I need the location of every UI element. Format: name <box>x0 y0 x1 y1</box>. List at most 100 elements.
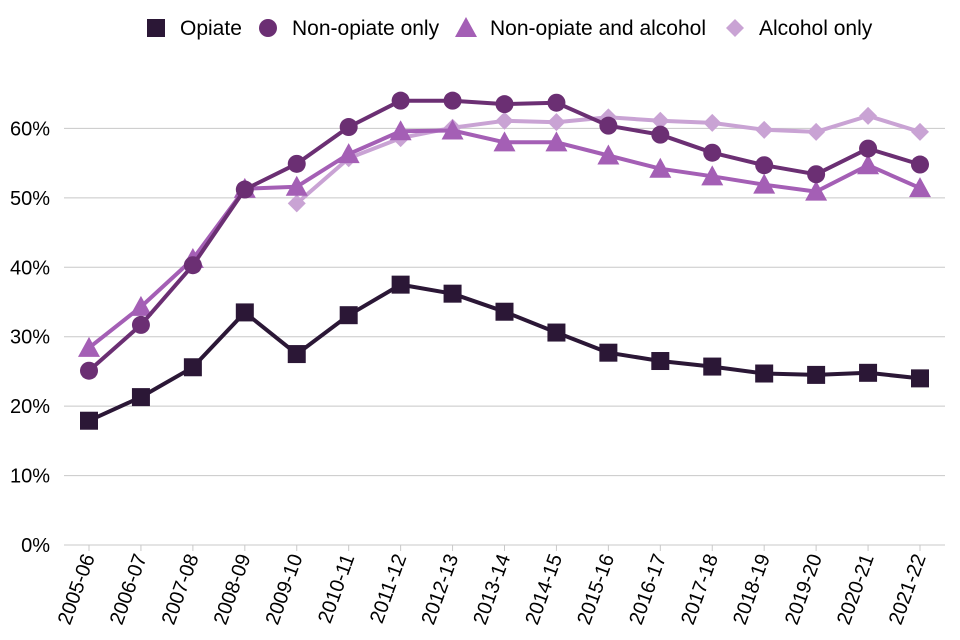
data-point <box>287 194 306 213</box>
data-point <box>753 173 776 194</box>
data-point <box>599 116 618 135</box>
data-point <box>547 113 566 132</box>
y-tick-label: 30% <box>10 327 50 349</box>
data-point <box>78 336 100 357</box>
data-point <box>597 144 620 165</box>
legend-label: Alcohol only <box>759 17 873 40</box>
data-point <box>391 91 410 110</box>
legend-item: Non-opiate only <box>259 17 440 40</box>
data-point <box>285 175 308 196</box>
series-layer <box>78 91 931 430</box>
legend-marker-diamond <box>726 19 744 37</box>
x-tick-label: 2006-07 <box>106 551 152 628</box>
data-point <box>859 106 878 125</box>
x-tick-label: 2019-20 <box>781 551 827 628</box>
data-point <box>703 143 722 162</box>
data-point <box>805 180 828 201</box>
legend-label: Non-opiate and alcohol <box>490 17 706 40</box>
y-tick-label: 50% <box>10 188 50 210</box>
x-tick-label: 2021-22 <box>885 551 931 628</box>
x-tick-label: 2009-10 <box>262 551 308 628</box>
series-non-opiate-only <box>80 91 929 380</box>
data-point <box>495 95 514 114</box>
data-point <box>441 119 464 140</box>
x-tick-label: 2013-14 <box>469 551 515 628</box>
data-point <box>755 156 774 175</box>
data-point <box>80 411 98 430</box>
data-point <box>337 143 360 164</box>
data-point <box>129 295 152 316</box>
data-point <box>443 91 462 110</box>
data-point <box>545 131 568 152</box>
gridlines <box>64 127 945 546</box>
data-point <box>755 120 774 139</box>
series-non-opiate-and-alcohol <box>78 119 931 357</box>
data-point <box>493 131 516 152</box>
y-tick-label: 10% <box>10 466 50 488</box>
data-point <box>911 369 929 388</box>
data-point <box>183 256 202 275</box>
x-tick-label: 2017-18 <box>677 551 723 628</box>
data-point <box>131 315 150 334</box>
legend: Opiate Non-opiate only Non-opiate and alco… <box>147 17 873 40</box>
data-point <box>547 323 566 342</box>
y-tick-label: 60% <box>10 118 50 140</box>
data-point <box>703 357 722 376</box>
x-tick-label: 2007-08 <box>158 551 204 628</box>
legend-marker-circle <box>259 19 277 37</box>
data-point <box>80 361 98 380</box>
x-axis: 2005-06 2006-07 2007-08 2008-09 2009-10 2010-… <box>54 545 931 628</box>
data-point <box>131 388 150 407</box>
data-point <box>703 113 722 132</box>
data-point <box>495 302 514 321</box>
y-tick-label: 40% <box>10 257 50 279</box>
x-tick-label: 2016-17 <box>625 551 671 628</box>
x-tick-label: 2010-11 <box>314 551 359 626</box>
y-tick-label: 0% <box>21 535 50 557</box>
data-point <box>389 120 412 141</box>
data-point <box>909 177 931 198</box>
legend-marker-triangle <box>455 17 477 37</box>
data-point <box>339 118 358 137</box>
x-tick-label: 2020-21 <box>833 551 879 628</box>
data-point <box>651 125 670 144</box>
data-point <box>911 155 929 174</box>
legend-item: Alcohol only <box>726 17 873 40</box>
data-point <box>859 139 878 158</box>
data-point <box>649 157 672 178</box>
data-point <box>807 122 826 141</box>
data-point <box>755 364 774 383</box>
data-point <box>911 122 929 141</box>
data-point <box>235 180 254 199</box>
data-point <box>287 345 306 364</box>
y-axis: 0% 10% 20% 30% 40% 50% 60% <box>10 118 50 557</box>
data-point <box>651 352 670 371</box>
data-point <box>651 111 670 130</box>
data-point <box>547 93 566 112</box>
data-point <box>443 284 462 303</box>
y-tick-label: 20% <box>10 396 50 418</box>
legend-item: Opiate <box>147 17 242 40</box>
legend-item: Non-opiate and alcohol <box>455 17 706 40</box>
legend-label: Non-opiate only <box>292 17 440 40</box>
data-point <box>859 363 878 382</box>
data-point <box>495 111 514 130</box>
data-point <box>807 165 826 184</box>
data-point <box>391 275 410 294</box>
x-tick-label: 2005-06 <box>54 551 100 628</box>
x-tick-label: 2014-15 <box>521 551 567 628</box>
data-point <box>599 343 618 362</box>
data-point <box>183 358 202 377</box>
legend-marker-square <box>147 19 165 37</box>
x-tick-label: 2008-09 <box>210 551 256 628</box>
data-point <box>287 154 306 173</box>
data-point <box>857 154 880 175</box>
x-tick-label: 2018-19 <box>729 551 775 628</box>
legend-label: Opiate <box>180 17 242 40</box>
x-tick-label: 2015-16 <box>573 551 619 628</box>
data-point <box>701 165 724 186</box>
data-point <box>339 306 358 325</box>
data-point <box>235 303 254 322</box>
series-opiate <box>80 275 929 430</box>
